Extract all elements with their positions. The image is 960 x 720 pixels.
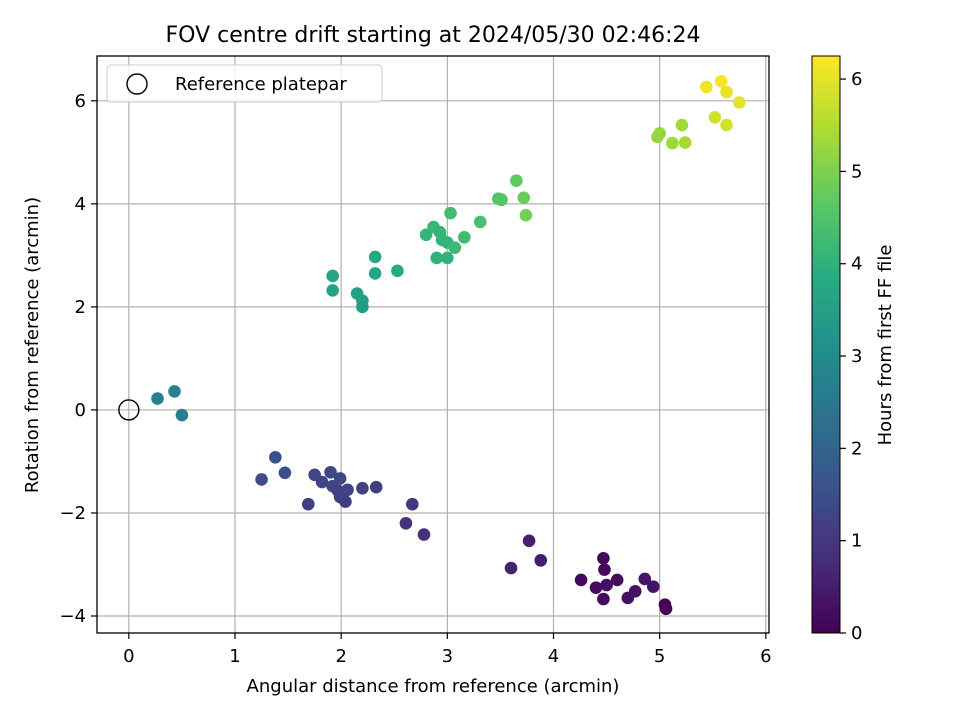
- colorbar-gradient: [811, 55, 841, 634]
- y-tick-label: 6: [75, 91, 86, 112]
- data-point: [646, 580, 660, 593]
- data-point: [610, 573, 624, 587]
- data-point: [495, 193, 508, 207]
- data-point: [333, 472, 347, 485]
- data-point: [598, 563, 611, 576]
- colorbar-tick-label: 3: [851, 346, 862, 367]
- data-point: [399, 516, 413, 530]
- x-tick-label: 1: [229, 646, 240, 667]
- data-point: [444, 206, 457, 220]
- x-axis-label: Angular distance from reference (arcmin): [247, 676, 620, 697]
- data-point: [600, 578, 613, 592]
- colorbar-tick-label: 6: [851, 69, 862, 90]
- data-point: [628, 584, 642, 598]
- data-point: [339, 495, 352, 508]
- y-tick-label: −4: [59, 606, 86, 627]
- data-point: [714, 74, 728, 88]
- data-points: [151, 74, 746, 616]
- data-point: [534, 554, 548, 567]
- colorbar: 0 1 2 3 4 5 6 Hours from first FF file: [811, 55, 896, 644]
- data-point: [430, 251, 444, 265]
- data-point: [720, 118, 733, 132]
- data-point: [659, 602, 673, 616]
- data-point: [326, 284, 339, 297]
- x-tick-label: 2: [335, 646, 346, 667]
- y-tick-label: 2: [75, 297, 86, 318]
- data-point: [417, 528, 431, 541]
- data-point: [269, 451, 282, 464]
- y-axis-label: Rotation from reference (arcmin): [22, 197, 43, 493]
- data-point: [151, 392, 164, 405]
- data-point: [369, 480, 383, 494]
- data-point: [458, 231, 471, 244]
- colorbar-tick-label: 0: [851, 623, 862, 644]
- data-point: [589, 581, 603, 594]
- data-point: [597, 592, 610, 606]
- data-point: [519, 208, 533, 222]
- legend-marker-reference: [126, 73, 148, 95]
- data-point: [326, 269, 339, 283]
- colorbar-tick-label: 1: [851, 531, 862, 552]
- data-point: [368, 250, 382, 264]
- data-point: [356, 300, 369, 314]
- data-point: [678, 136, 692, 149]
- colorbar-label: Hours from first FF file: [875, 245, 896, 446]
- legend: Reference platepar: [106, 64, 383, 103]
- data-point: [597, 551, 610, 565]
- plot-frame: [96, 55, 770, 634]
- colorbar-tick-label: 4: [851, 254, 862, 275]
- data-point: [441, 251, 454, 265]
- x-tick-label: 0: [123, 646, 134, 667]
- data-point: [324, 465, 337, 479]
- x-axis-ticks: 0 1 2 3 4 5 6: [123, 633, 772, 667]
- x-tick-label: 6: [760, 646, 771, 667]
- reference-platepar-marker: [118, 399, 140, 421]
- y-tick-label: −2: [59, 503, 86, 524]
- colorbar-tick-label: 2: [851, 438, 862, 459]
- legend-label-reference: Reference platepar: [175, 74, 347, 95]
- x-tick-label: 3: [442, 646, 453, 667]
- data-point: [732, 96, 746, 109]
- data-point: [708, 111, 722, 124]
- data-point: [368, 267, 382, 280]
- chart-title: FOV centre drift starting at 2024/05/30 …: [166, 23, 701, 48]
- data-point: [522, 534, 536, 548]
- data-point: [168, 385, 181, 398]
- data-point: [675, 118, 689, 132]
- colorbar-tick-label: 5: [851, 161, 862, 182]
- data-point: [510, 174, 523, 187]
- x-tick-label: 4: [548, 646, 559, 667]
- data-point: [473, 215, 487, 229]
- data-point: [356, 481, 369, 495]
- data-point: [653, 126, 666, 140]
- data-point: [638, 572, 652, 586]
- colorbar-ticks: 0 1 2 3 4 5 6: [840, 69, 862, 644]
- data-point: [301, 497, 315, 511]
- data-point: [700, 80, 713, 94]
- y-tick-label: 0: [75, 400, 86, 421]
- grid: [97, 56, 769, 633]
- data-point: [504, 561, 518, 575]
- data-point: [666, 136, 679, 150]
- data-point: [391, 264, 404, 278]
- data-point: [448, 241, 462, 254]
- reference-marker-layer: [118, 399, 140, 421]
- data-point: [517, 191, 531, 204]
- data-point: [341, 483, 354, 497]
- x-tick-label: 5: [654, 646, 665, 667]
- y-axis-ticks: −4 −2 0 2 4 6: [59, 91, 97, 627]
- data-point: [315, 475, 329, 489]
- data-point: [574, 573, 588, 587]
- data-point: [175, 408, 189, 422]
- y-tick-label: 4: [75, 194, 86, 215]
- data-point: [405, 497, 419, 511]
- legend-box: [106, 64, 383, 103]
- data-point: [720, 85, 733, 99]
- data-point: [278, 466, 292, 480]
- data-point: [255, 473, 268, 486]
